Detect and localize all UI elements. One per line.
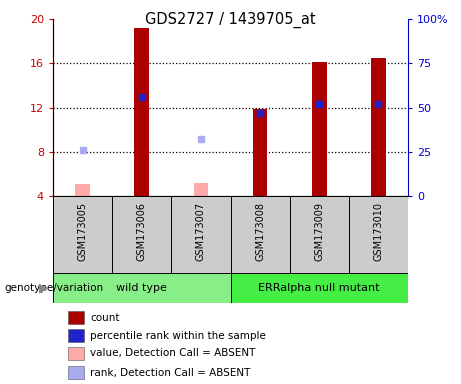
Point bbox=[315, 101, 323, 107]
Text: rank, Detection Call = ABSENT: rank, Detection Call = ABSENT bbox=[90, 368, 250, 378]
Bar bbox=[230, 273, 408, 303]
Point bbox=[375, 101, 382, 107]
Text: ERRalpha null mutant: ERRalpha null mutant bbox=[259, 283, 380, 293]
Text: genotype/variation: genotype/variation bbox=[5, 283, 104, 293]
Text: GSM173010: GSM173010 bbox=[373, 202, 384, 261]
Bar bbox=[312, 62, 327, 196]
Bar bbox=[112, 196, 171, 273]
Text: wild type: wild type bbox=[116, 283, 167, 293]
Text: percentile rank within the sample: percentile rank within the sample bbox=[90, 331, 266, 341]
Text: GDS2727 / 1439705_at: GDS2727 / 1439705_at bbox=[145, 12, 316, 28]
Point bbox=[197, 136, 205, 142]
Bar bbox=[134, 28, 149, 196]
Text: GSM173005: GSM173005 bbox=[77, 202, 88, 261]
Bar bbox=[68, 347, 84, 360]
Bar bbox=[68, 311, 84, 324]
Text: ▶: ▶ bbox=[39, 281, 48, 295]
Bar bbox=[171, 196, 230, 273]
Bar bbox=[349, 196, 408, 273]
Text: GSM173009: GSM173009 bbox=[314, 202, 324, 261]
Bar bbox=[253, 109, 267, 196]
Point bbox=[138, 94, 145, 100]
Bar bbox=[53, 273, 230, 303]
Bar bbox=[75, 184, 90, 196]
Point bbox=[79, 147, 86, 153]
Text: value, Detection Call = ABSENT: value, Detection Call = ABSENT bbox=[90, 348, 255, 358]
Text: count: count bbox=[90, 313, 119, 323]
Bar bbox=[371, 58, 386, 196]
Bar bbox=[68, 366, 84, 379]
Bar bbox=[68, 329, 84, 342]
Bar bbox=[290, 196, 349, 273]
Text: GSM173008: GSM173008 bbox=[255, 202, 265, 261]
Text: GSM173007: GSM173007 bbox=[196, 202, 206, 261]
Text: GSM173006: GSM173006 bbox=[137, 202, 147, 261]
Point bbox=[256, 110, 264, 116]
Bar bbox=[53, 196, 112, 273]
Bar bbox=[194, 183, 208, 196]
Bar bbox=[230, 196, 290, 273]
